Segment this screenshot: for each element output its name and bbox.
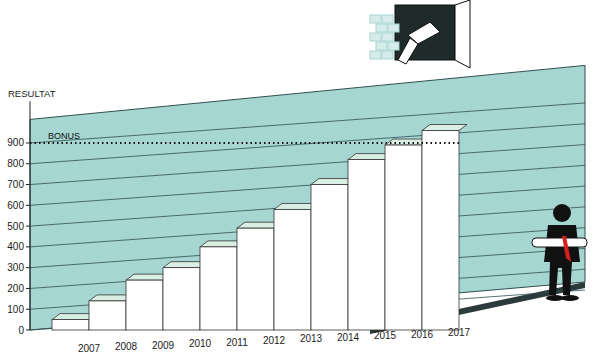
tick-label: 900 (7, 137, 24, 148)
category-label: 2013 (300, 333, 323, 344)
head (553, 204, 571, 222)
brick (370, 51, 381, 59)
bar (200, 247, 237, 330)
bar (311, 185, 348, 330)
brick (382, 15, 393, 23)
bonus-line (30, 142, 459, 144)
brick (376, 24, 387, 32)
grid-line (30, 103, 585, 143)
brick (376, 42, 387, 50)
brick (370, 33, 381, 41)
bar (348, 160, 385, 330)
tick (26, 288, 30, 289)
category-label: 2012 (263, 335, 286, 346)
tick (26, 226, 30, 227)
bar (126, 280, 163, 330)
category-label: 2009 (152, 340, 175, 351)
y-axis (30, 101, 31, 330)
bar-top (422, 125, 467, 131)
annotation: BONUS (48, 131, 80, 141)
bar (52, 320, 89, 330)
bar (89, 301, 126, 330)
tick-label: 0 (18, 325, 24, 336)
tick-label: 400 (7, 241, 24, 252)
tick (26, 267, 30, 268)
tick (26, 205, 30, 206)
arm (398, 38, 418, 64)
grid-line (30, 124, 585, 164)
tick (26, 163, 30, 164)
tick-label: 500 (7, 221, 24, 232)
panel (30, 65, 585, 330)
tick (26, 184, 30, 185)
bars (52, 125, 467, 330)
brick (388, 24, 399, 32)
grid (30, 103, 585, 330)
brick (370, 15, 381, 23)
body (544, 225, 580, 295)
category-label: 2011 (226, 337, 248, 348)
bar (385, 145, 422, 330)
tick-label: 200 (7, 283, 24, 294)
bar (237, 228, 274, 330)
scroll (532, 238, 587, 247)
foot (561, 295, 579, 301)
category-label: 2014 (337, 332, 360, 343)
bar (422, 131, 459, 330)
tick (26, 246, 30, 247)
trapdoor (370, 0, 470, 68)
chart: 0 100 200 300 400 500 600 700 800 900 RESULTAT 2007… (0, 0, 600, 363)
category-label: 2007 (78, 343, 101, 354)
brick (382, 33, 393, 41)
door (455, 0, 470, 68)
category-label: 2010 (189, 338, 212, 349)
grid-line (30, 165, 585, 205)
businessman (532, 204, 587, 301)
ribbon (562, 236, 571, 262)
grid-line (30, 145, 585, 185)
category-label: 2008 (115, 341, 138, 352)
tick (26, 309, 30, 310)
bar (163, 268, 200, 330)
category-label: 2015 (374, 330, 397, 341)
tick-label: 600 (7, 200, 24, 211)
category-label: 2017 (448, 327, 471, 338)
bar (274, 209, 311, 330)
tick-label: 800 (7, 158, 24, 169)
tick (26, 330, 30, 331)
tick (26, 142, 30, 143)
tick-label: 300 (7, 262, 24, 273)
axis-title: RESULTAT (8, 88, 56, 99)
brick (382, 51, 393, 59)
brick (388, 42, 399, 50)
tick-label: 100 (7, 304, 24, 315)
tick-label: 700 (7, 179, 24, 190)
category-label: 2016 (411, 329, 434, 340)
